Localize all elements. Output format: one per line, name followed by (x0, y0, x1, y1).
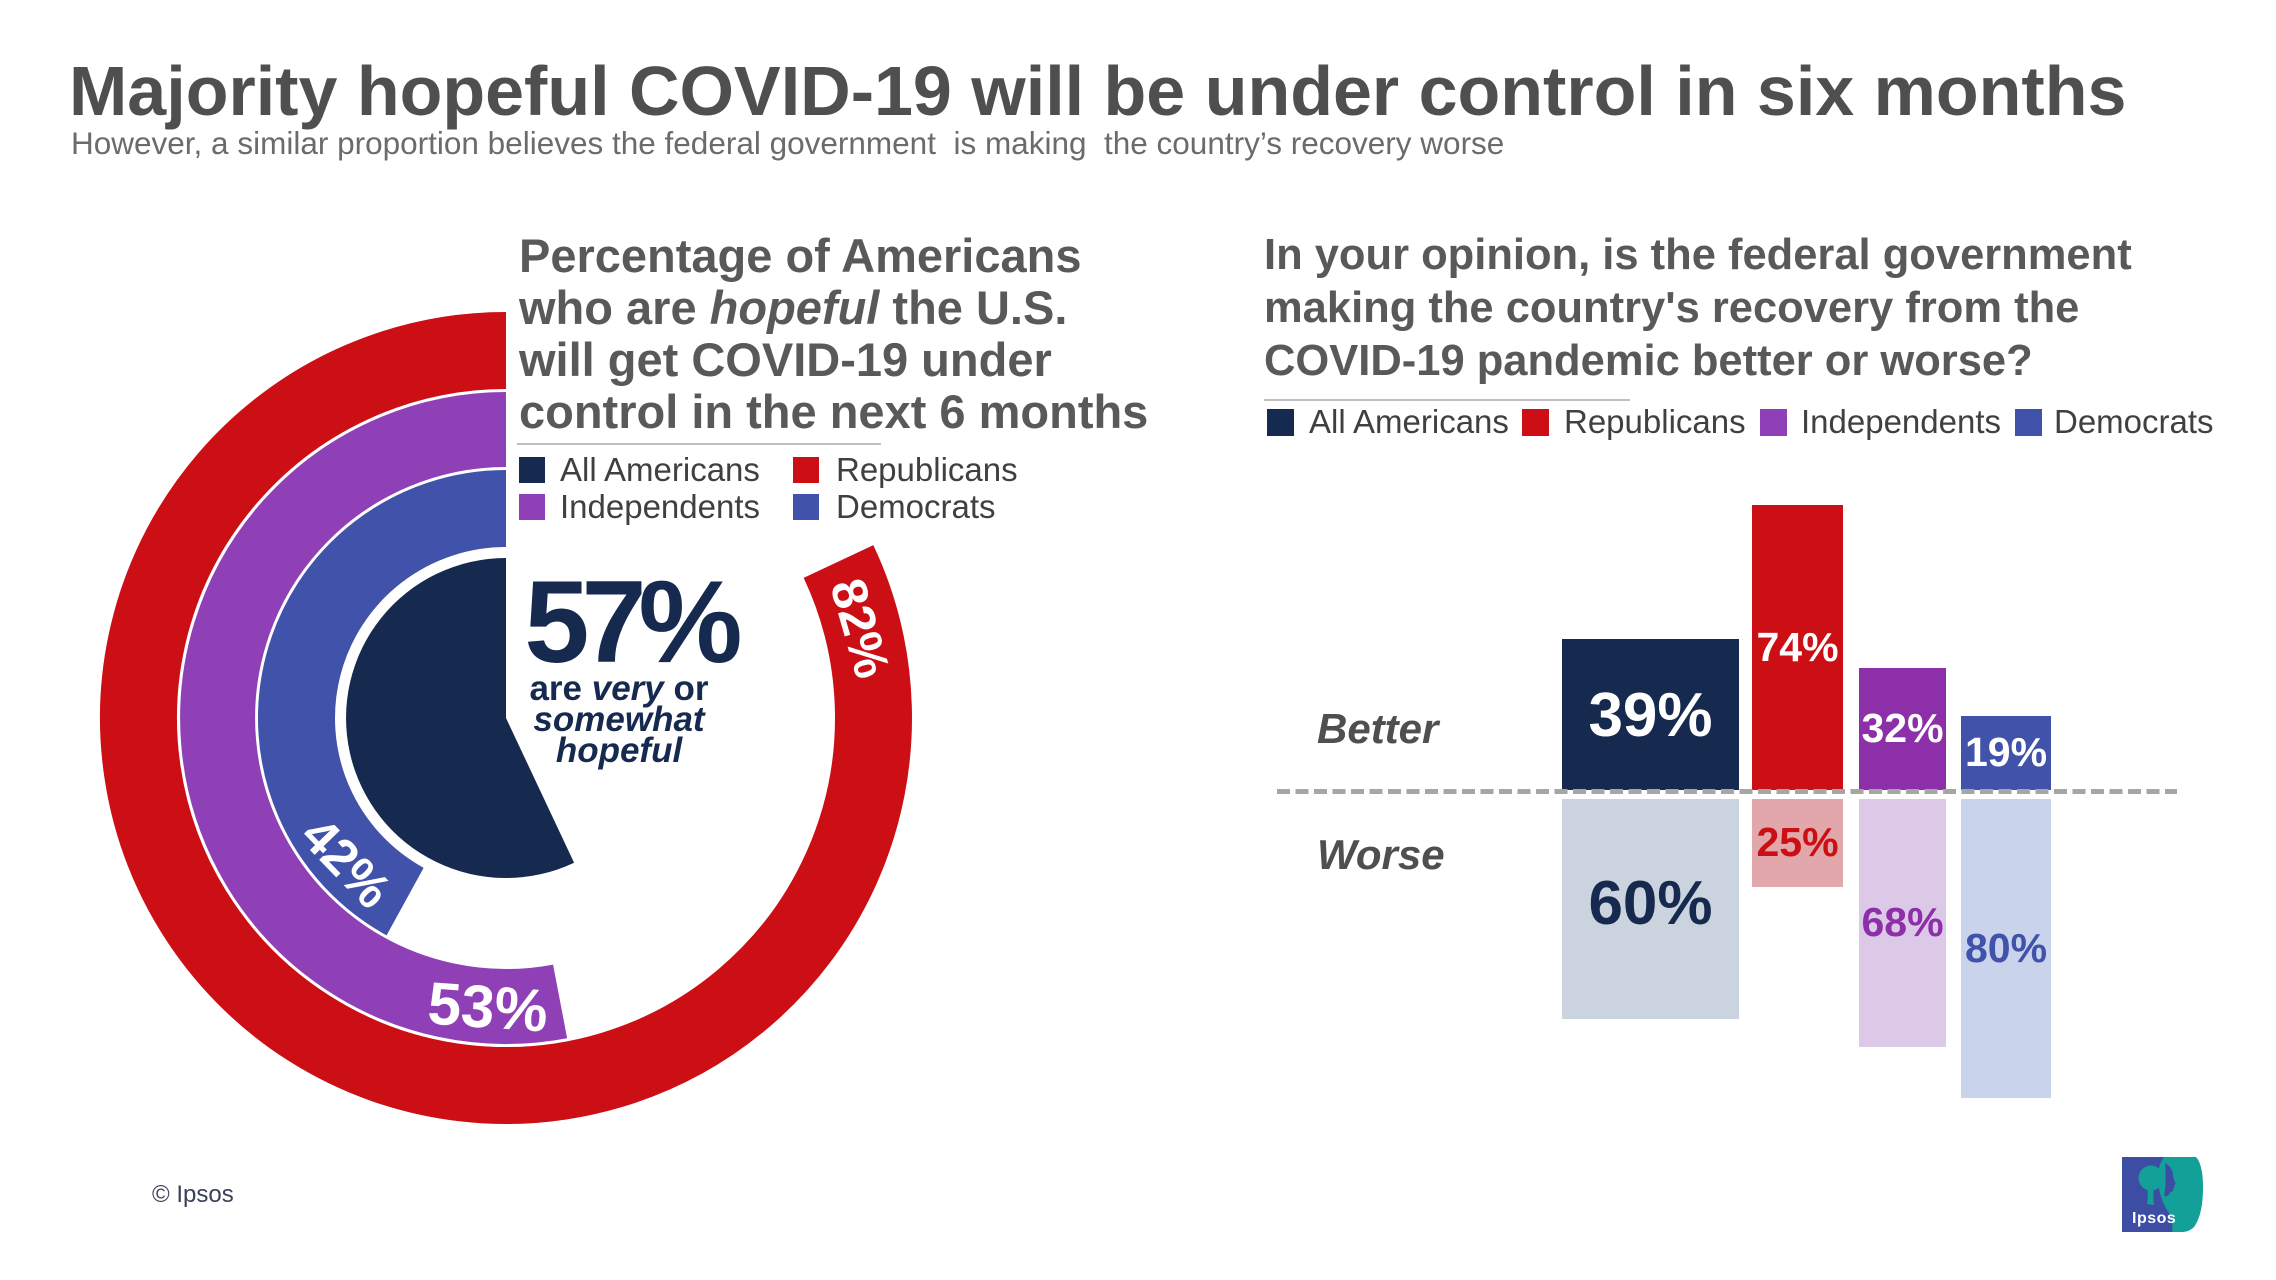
svg-text:Ipsos: Ipsos (2132, 1210, 2176, 1227)
svg-text:53%: 53% (426, 969, 550, 1044)
